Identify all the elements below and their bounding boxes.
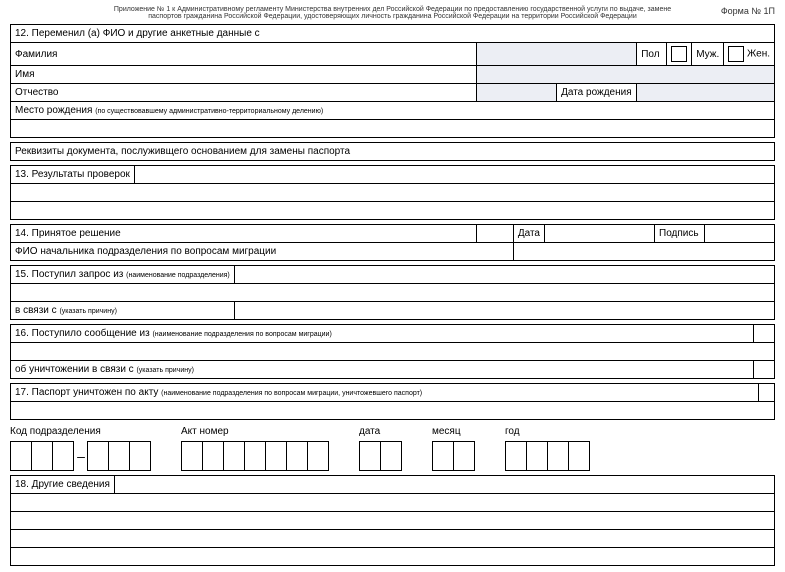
s15-line2[interactable] [11,284,775,302]
s15-reason-label: в связи с (указать причину) [11,302,235,320]
checkbox-male[interactable] [667,43,692,66]
docbasis-title: Реквизиты документа, послуживщего основа… [11,143,775,161]
label-name: Имя [11,66,477,84]
s16-from-field[interactable] [754,325,775,343]
s16-destroy-field[interactable] [754,361,775,379]
label-aktdate: дата [359,426,402,437]
group-code: Код подразделения – [10,426,151,471]
s16-title: 16. Поступило сообщение из (наименование… [11,325,754,343]
s15-title: 15. Поступил запрос из (наименование под… [11,266,235,284]
s13-field-1[interactable] [134,166,774,184]
section-14: 14. Принятое решение Дата Подпись ФИО на… [10,224,775,261]
s14-chief-field[interactable] [513,243,774,261]
label-patronymic: Отчество [11,84,477,102]
boxes-code[interactable]: – [10,441,151,471]
group-month: месяц [432,426,475,471]
boxes-month[interactable] [432,441,475,471]
checkbox-female[interactable] [728,46,744,62]
section-15: 15. Поступил запрос из (наименование под… [10,265,775,320]
boxes-aktnum[interactable] [181,441,329,471]
form-header: Приложение № 1 к Административному регла… [10,6,775,20]
s13-field-2[interactable] [11,184,775,202]
s18-field-2[interactable] [11,494,775,512]
section-16: 16. Поступило сообщение из (наименование… [10,324,775,379]
group-date: дата [359,426,402,471]
s15-from-field[interactable] [234,266,774,284]
s16-line2[interactable] [11,343,775,361]
surname-field[interactable] [477,43,637,66]
birthplace-field[interactable] [11,120,775,138]
label-aktnum: Акт номер [181,426,329,437]
section-12: 12. Переменил (а) ФИО и другие анкетные … [10,24,775,138]
s15-reason-field[interactable] [234,302,774,320]
boxes-year[interactable] [505,441,590,471]
header-line1: Приложение № 1 к Административному регла… [10,6,775,13]
label-dob: Дата рождения [557,84,637,102]
s18-field-1[interactable] [114,476,774,494]
boxes-date[interactable] [359,441,402,471]
s17-line2[interactable] [11,402,775,420]
doc-basis: Реквизиты документа, послуживщего основа… [10,142,775,161]
s18-field-3[interactable] [11,512,775,530]
label-gender: Пол [637,43,667,66]
label-chief: ФИО начальника подразделения по вопросам… [11,243,514,261]
s18-title: 18. Другие сведения [11,476,115,494]
s17-title: 17. Паспорт уничтожен по акту (наименова… [11,384,759,402]
s17-field[interactable] [758,384,774,402]
label-sign: Подпись [655,225,705,243]
label-code: Код подразделения [10,426,151,437]
label-birthplace: Место рождения (по существовавшему админ… [11,102,775,120]
section-17: 17. Паспорт уничтожен по акту (наименова… [10,383,775,420]
s12-title: 12. Переменил (а) ФИО и другие анкетные … [11,25,775,43]
s14-date-field[interactable] [545,225,655,243]
codeboxes-area: Код подразделения – Акт номер дата месяц… [10,426,775,471]
s13-title: 13. Результаты проверок [11,166,135,184]
header-line2: паспортов гражданина Российской Федераци… [10,13,775,20]
label-female: Жен. [724,43,775,66]
form-number: Форма № 1П [721,6,775,16]
s14-title: 14. Принятое решение [11,225,477,243]
patronymic-field[interactable] [477,84,557,102]
label-date: Дата [513,225,544,243]
label-month: месяц [432,426,475,437]
group-year: год [505,426,590,471]
label-surname: Фамилия [11,43,477,66]
section-18: 18. Другие сведения [10,475,775,566]
name-field[interactable] [477,66,775,84]
label-male: Муж. [692,43,724,66]
s16-destroy-label: об уничтожении в связи с (указать причин… [11,361,754,379]
section-13: 13. Результаты проверок [10,165,775,220]
s14-decision-field[interactable] [477,225,514,243]
label-year: год [505,426,590,437]
group-aktnum: Акт номер [181,426,329,471]
s13-field-3[interactable] [11,202,775,220]
s14-sign-field[interactable] [705,225,775,243]
dob-field[interactable] [637,84,775,102]
s18-field-5[interactable] [11,548,775,566]
